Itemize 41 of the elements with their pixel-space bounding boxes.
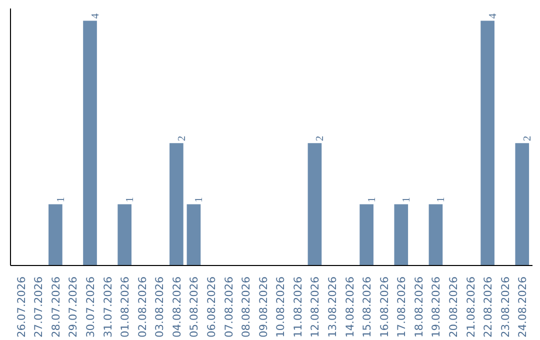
x-tick-label: 03.08.2026 <box>153 276 166 338</box>
x-tick-label: 20.08.2026 <box>446 276 460 338</box>
x-tick-label: 31.07.2026 <box>101 276 114 338</box>
data-label: 2 <box>522 136 534 142</box>
x-tick-label: 17.08.2026 <box>395 276 408 338</box>
data-label: 1 <box>436 196 448 202</box>
data-label: 1 <box>402 196 413 202</box>
x-tick-label: 14.08.2026 <box>343 276 356 338</box>
x-tick-label: 22.08.2026 <box>482 276 495 338</box>
x-tick-label: 11.08.2026 <box>291 276 304 338</box>
x-tick-label: 08.08.2026 <box>240 276 253 338</box>
x-tick-label: 29.07.2026 <box>66 276 80 338</box>
data-label: 1 <box>194 196 206 202</box>
x-tick-label: 10.08.2026 <box>274 276 288 338</box>
data-label: 1 <box>56 196 67 202</box>
x-tick-label: 04.08.2026 <box>170 276 184 338</box>
x-tick-label: 09.08.2026 <box>256 276 270 338</box>
data-label: 4 <box>488 12 500 19</box>
data-label: 2 <box>176 136 188 142</box>
x-tick-label: 23.08.2026 <box>498 276 512 338</box>
x-tick-label: 18.08.2026 <box>412 276 426 338</box>
x-tick-label: 30.07.2026 <box>84 276 98 338</box>
x-tick-label: 12.08.2026 <box>308 276 322 338</box>
data-label: 1 <box>125 196 136 202</box>
x-tick-label: 24.08.2026 <box>516 276 530 338</box>
x-tick-label: 21.08.2026 <box>464 276 478 338</box>
data-label: 1 <box>367 196 378 202</box>
x-tick-label: 06.08.2026 <box>205 276 218 338</box>
data-label: 4 <box>90 12 102 19</box>
x-tick-label: 16.08.2026 <box>378 276 391 338</box>
x-tick-label: 19.08.2026 <box>430 276 443 338</box>
x-tick-label: 02.08.2026 <box>136 276 149 338</box>
x-tick-label: 28.07.2026 <box>49 276 62 338</box>
x-tick-label: 13.08.2026 <box>326 276 339 338</box>
x-tick-label: 07.08.2026 <box>222 276 236 338</box>
x-tick-label: 05.08.2026 <box>188 276 201 338</box>
x-tick-label: 15.08.2026 <box>360 276 374 338</box>
x-tick-label: 27.07.2026 <box>32 276 46 338</box>
data-label: 2 <box>315 136 326 142</box>
x-tick-label: 01.08.2026 <box>118 276 132 338</box>
x-tick-label: 26.07.2026 <box>14 276 28 338</box>
